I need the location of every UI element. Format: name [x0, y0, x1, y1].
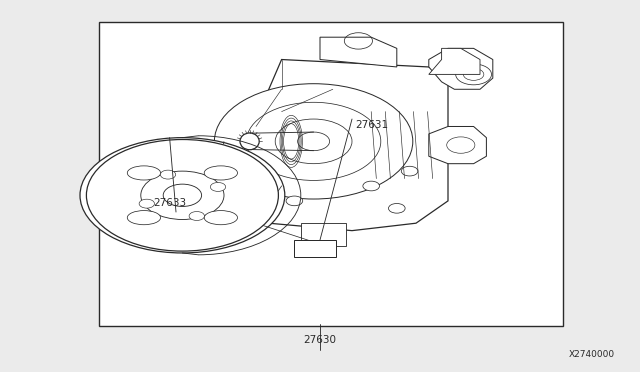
Ellipse shape: [204, 166, 237, 180]
Circle shape: [141, 171, 224, 219]
Bar: [294, 240, 336, 257]
Circle shape: [139, 199, 154, 208]
Ellipse shape: [86, 140, 278, 251]
Circle shape: [388, 203, 405, 213]
Polygon shape: [301, 223, 346, 246]
Polygon shape: [429, 126, 486, 164]
Circle shape: [363, 181, 380, 191]
Circle shape: [211, 183, 226, 192]
Circle shape: [214, 84, 413, 199]
Polygon shape: [429, 48, 480, 74]
Bar: [99, 22, 563, 326]
Polygon shape: [182, 184, 211, 206]
Polygon shape: [320, 37, 397, 67]
Circle shape: [163, 184, 202, 206]
Polygon shape: [429, 48, 493, 89]
Text: 27630: 27630: [303, 336, 337, 345]
Circle shape: [401, 166, 418, 176]
Ellipse shape: [127, 166, 161, 180]
Ellipse shape: [80, 138, 285, 253]
Ellipse shape: [204, 211, 237, 225]
Circle shape: [189, 212, 204, 221]
Circle shape: [161, 170, 176, 179]
Text: X2740000: X2740000: [568, 350, 614, 359]
Ellipse shape: [127, 211, 161, 225]
Text: 27631: 27631: [355, 120, 388, 129]
Polygon shape: [256, 60, 448, 231]
Circle shape: [286, 196, 303, 206]
Text: 27633: 27633: [153, 198, 186, 208]
Ellipse shape: [240, 133, 259, 150]
